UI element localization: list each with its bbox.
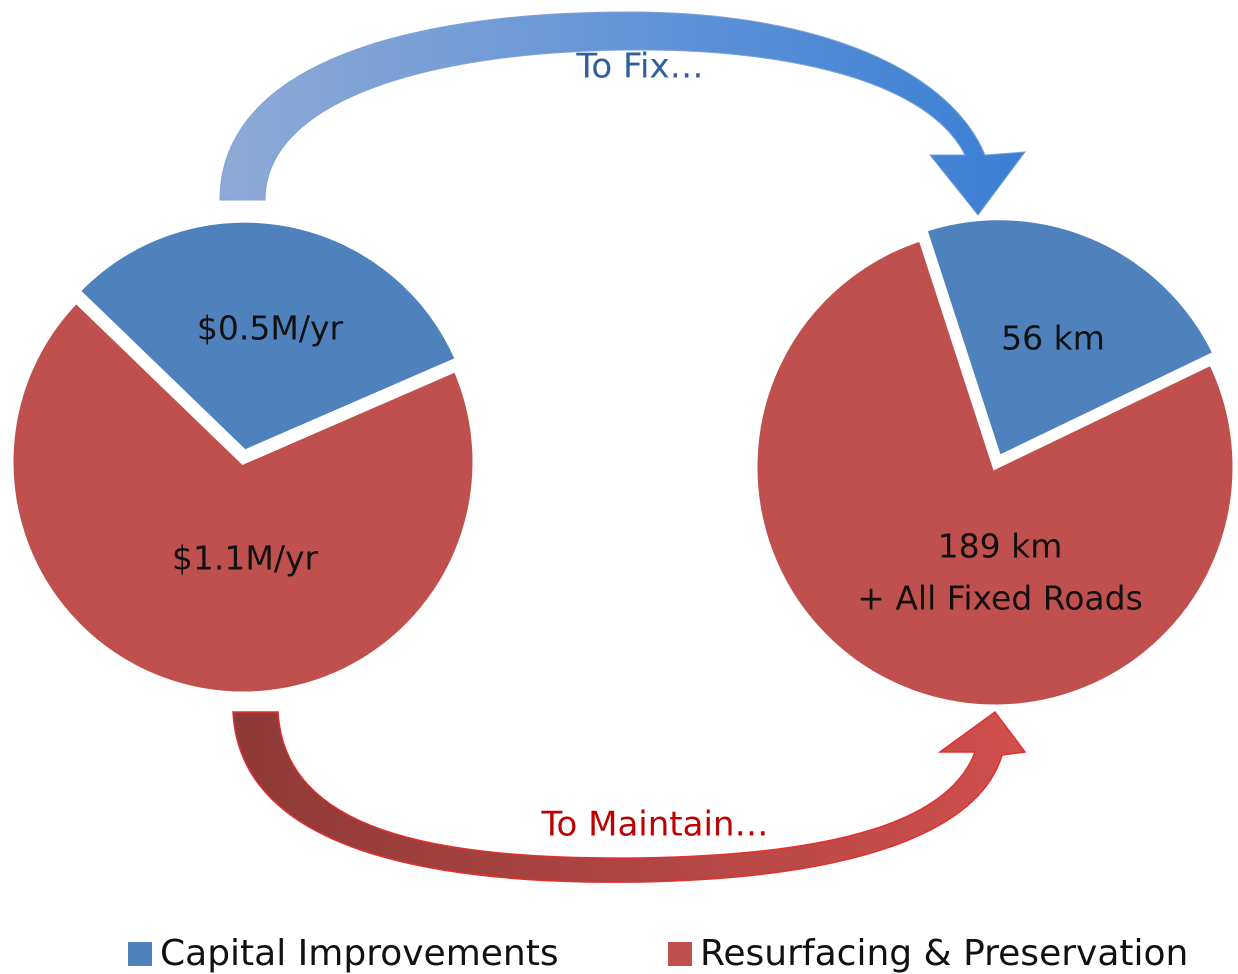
- pie-slice: [921, 215, 1219, 462]
- legend-label: Resurfacing & Preservation: [700, 933, 1188, 974]
- legend: Capital Improvements Resurfacing & Preser…: [128, 933, 1188, 974]
- slice-annotation: + All Fixed Roads: [857, 579, 1143, 618]
- maintain-arrow: [232, 710, 1027, 883]
- value-label: $1.1M/yr: [172, 539, 319, 578]
- pie-slice: [752, 235, 1238, 710]
- annotation: To Fix…: [575, 47, 703, 87]
- pie-slice: [8, 297, 478, 697]
- pies: $0.5M/yr $1.1M/yr 56 km 189 km + All Fixed R…: [8, 215, 1238, 710]
- legend-swatch: [668, 942, 692, 966]
- legend-swatch: [128, 942, 152, 966]
- value-label: 56 km: [1001, 319, 1105, 358]
- legend-label: Capital Improvements: [160, 933, 559, 974]
- value-label: $0.5M/yr: [197, 309, 344, 348]
- fix-arrow: [219, 11, 1027, 216]
- annotation: To Maintain…: [541, 805, 769, 845]
- value-label: 189 km: [938, 527, 1063, 566]
- pie-slice: [74, 217, 461, 456]
